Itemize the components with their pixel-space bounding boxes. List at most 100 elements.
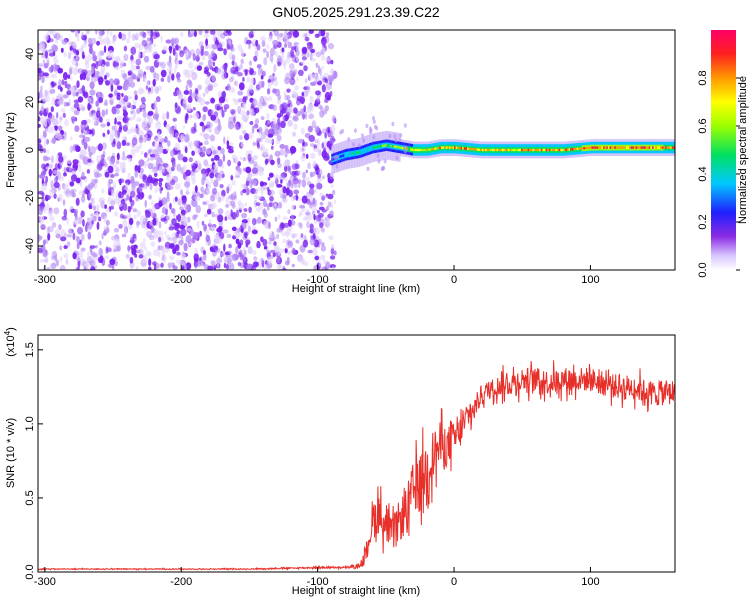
noise-speck <box>321 227 325 233</box>
noise-speck <box>304 114 308 120</box>
noise-speck <box>316 138 321 147</box>
noise-speck <box>114 137 120 143</box>
noise-speck <box>165 124 170 130</box>
noise-speck <box>241 183 246 189</box>
noise-speck <box>199 121 205 127</box>
noise-speck <box>214 154 220 161</box>
noise-speck <box>223 262 227 269</box>
noise-speck <box>292 249 299 255</box>
noise-speck <box>49 188 55 195</box>
noise-speck <box>311 120 317 129</box>
band-core <box>373 146 376 149</box>
noise-speck <box>203 69 209 75</box>
noise-speck <box>196 93 202 102</box>
noise-speck <box>166 60 171 67</box>
noise-speck <box>100 123 106 128</box>
noise-speck <box>134 165 138 172</box>
noise-speck <box>132 208 138 213</box>
onset-speck <box>372 134 376 140</box>
noise-speck <box>273 30 279 37</box>
noise-speck <box>284 144 289 151</box>
onset-speck <box>347 137 351 142</box>
noise-speck <box>141 40 148 47</box>
noise-speck <box>104 75 107 80</box>
noise-speck <box>75 197 80 206</box>
noise-speck <box>295 44 300 53</box>
band-core <box>599 146 602 149</box>
noise-speck <box>263 220 268 228</box>
noise-speck <box>160 69 167 78</box>
band-core <box>414 148 417 152</box>
noise-speck <box>120 33 127 41</box>
noise-speck <box>227 145 234 150</box>
noise-speck <box>257 164 262 172</box>
band-core <box>432 147 435 151</box>
noise-speck <box>141 221 147 229</box>
noise-speck <box>87 231 92 240</box>
noise-speck <box>129 205 133 210</box>
noise-speck <box>57 93 63 98</box>
noise-speck <box>157 85 163 92</box>
noise-speck <box>51 250 58 259</box>
noise-speck <box>210 194 216 202</box>
noise-speck <box>196 220 200 229</box>
noise-speck <box>179 206 184 211</box>
noise-speck <box>105 219 110 226</box>
noise-speck <box>185 191 190 195</box>
band-core <box>475 148 478 151</box>
noise-speck <box>302 113 306 120</box>
band-core <box>350 152 354 155</box>
noise-speck <box>53 181 60 189</box>
noise-speck <box>266 44 270 50</box>
band-core <box>400 146 403 149</box>
noise-speck <box>200 49 204 56</box>
noise-speck <box>248 60 253 66</box>
noise-speck <box>185 205 189 214</box>
noise-speck <box>266 256 272 265</box>
noise-speck <box>212 225 216 233</box>
noise-speck <box>222 229 229 234</box>
band-core <box>570 148 573 151</box>
noise-speck <box>210 146 214 150</box>
colorbar-tick-label: 0.8 <box>697 70 709 85</box>
noise-speck <box>297 138 304 144</box>
noise-speck <box>217 214 224 223</box>
band-core <box>552 148 555 152</box>
noise-speck <box>273 80 279 87</box>
noise-speck <box>167 140 171 147</box>
noise-speck <box>69 67 72 76</box>
band-core <box>586 146 589 150</box>
band-core <box>357 151 360 154</box>
noise-speck <box>211 211 215 218</box>
band-core <box>355 151 358 155</box>
noise-speck <box>327 42 335 50</box>
noise-speck <box>313 147 319 152</box>
noise-speck <box>138 130 145 139</box>
noise-speck <box>54 32 61 40</box>
onset-speck <box>354 128 357 133</box>
band-core <box>639 146 642 149</box>
noise-speck <box>53 207 60 215</box>
noise-speck <box>131 33 136 41</box>
noise-speck <box>144 152 148 158</box>
noise-speck <box>141 121 147 129</box>
noise-speck <box>65 193 72 198</box>
noise-speck <box>221 189 226 198</box>
noise-speck <box>184 114 189 121</box>
noise-speck <box>158 251 161 258</box>
band-core <box>604 146 607 149</box>
band-core <box>467 147 470 150</box>
noise-speck <box>188 141 193 150</box>
noise-speck <box>330 184 334 188</box>
noise-speck <box>281 47 285 53</box>
noise-speck <box>80 210 85 218</box>
noise-speck <box>270 145 274 150</box>
noise-speck <box>64 118 69 127</box>
noise-speck <box>147 157 150 162</box>
band-core <box>575 147 578 151</box>
y-tick-label: -20 <box>24 190 36 206</box>
noise-speck <box>198 61 204 66</box>
noise-speck <box>47 125 53 134</box>
noise-speck <box>179 50 185 58</box>
noise-speck <box>51 155 54 164</box>
